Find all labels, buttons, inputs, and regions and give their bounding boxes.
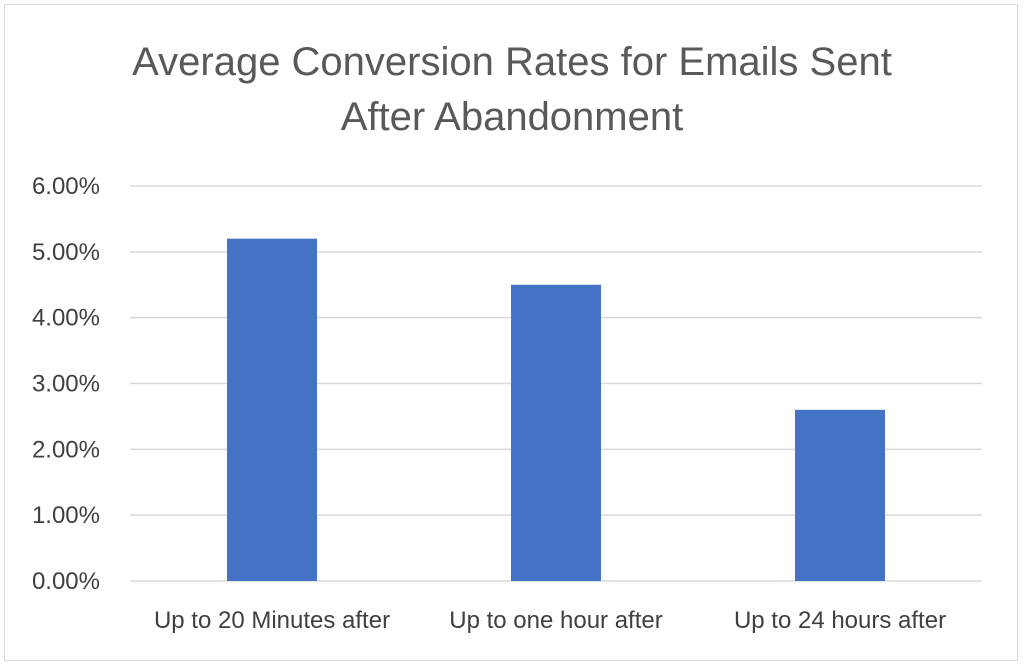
bar	[795, 409, 885, 581]
y-tick-label: 6.00%	[32, 173, 100, 200]
x-category-label: Up to 20 Minutes after	[154, 607, 390, 634]
chart-title-line-1: Average Conversion Rates for Emails Sent	[132, 40, 892, 84]
x-category-label: Up to 24 hours after	[734, 607, 946, 634]
chart-title: Average Conversion Rates for Emails Sent…	[132, 40, 892, 139]
bars	[227, 238, 885, 581]
y-axis: 0.00% 1.00% 2.00% 3.00% 4.00% 5.00% 6.00%	[32, 173, 100, 595]
y-tick-label: 2.00%	[32, 436, 100, 463]
y-tick-label: 5.00%	[32, 239, 100, 266]
x-category-label: Up to one hour after	[449, 607, 662, 634]
y-tick-label: 3.00%	[32, 371, 100, 398]
y-tick-label: 4.00%	[32, 305, 100, 332]
x-axis: Up to 20 Minutes after Up to one hour aft…	[154, 607, 946, 634]
y-tick-label: 1.00%	[32, 502, 100, 529]
chart-title-line-2: After Abandonment	[341, 95, 683, 139]
bar	[227, 238, 317, 581]
bar	[511, 284, 601, 581]
y-tick-label: 0.00%	[32, 568, 100, 595]
